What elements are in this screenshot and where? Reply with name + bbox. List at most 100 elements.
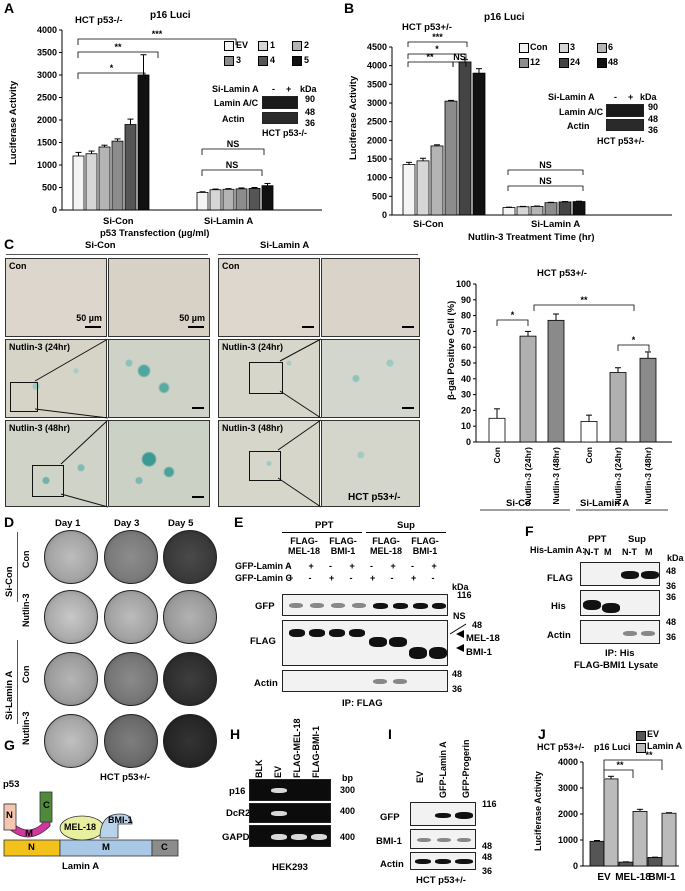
- sign-cell: -: [431, 573, 435, 583]
- micrograph-sicon-24h-zoom: [108, 339, 210, 418]
- dish-day-3: Day 5: [168, 518, 194, 529]
- blot-band: [437, 838, 451, 842]
- chart-a-group-1: Si-Con: [103, 216, 134, 227]
- schematic-lamin-m: M: [102, 842, 110, 853]
- blot-i-marker-48a: 48: [482, 841, 493, 851]
- legend-label: 4: [270, 55, 276, 65]
- x-tick-label: EV: [597, 872, 611, 883]
- bar-Lamin A: [661, 812, 677, 867]
- chart-a-xlabel: p53 Transfection (µg/ml): [100, 228, 210, 239]
- sig-bracket-label: NS: [539, 160, 552, 170]
- dish-silamin-con-day5: [163, 652, 217, 706]
- micrograph-label: Con: [9, 261, 27, 271]
- blot-e-col-2: FLAG-BMI-1: [329, 536, 357, 556]
- sig-bracket: [603, 769, 634, 778]
- legend-label: EV: [647, 729, 660, 739]
- bar-EV: [618, 861, 634, 867]
- y-tick-label: 2000: [367, 135, 387, 145]
- chart-b-xlabel: Nutlin-3 Treatment Time (hr): [468, 232, 595, 243]
- dish-row-1: Con: [21, 550, 31, 569]
- blot-e-marker-116: 116: [457, 590, 472, 600]
- p53-domain-c: [39, 791, 53, 823]
- sign-cell: -: [349, 573, 353, 583]
- panel-label-a: A: [4, 0, 15, 16]
- legend-label: 1: [270, 40, 276, 50]
- blot-i-caption: HCT p53+/-: [416, 875, 466, 886]
- blot-f-label-actin: Actin: [547, 630, 571, 641]
- inset-a-marker-36: 36: [305, 118, 316, 128]
- x-tick-label: Con: [492, 447, 502, 464]
- sig-bracket-label: **: [616, 760, 624, 770]
- chart-a-title: p16 Luci: [150, 10, 191, 21]
- gel-h-marker-400a: 400: [340, 806, 356, 816]
- legend-swatch: [519, 58, 529, 68]
- blot-e-kda: kDa: [452, 582, 469, 592]
- legend-label: 2: [304, 40, 310, 50]
- gel-h-p16: [249, 779, 331, 801]
- gel-h-marker-300: 300: [340, 785, 356, 795]
- blot-e-marker-48b: 48: [452, 669, 463, 679]
- panel-label-f: F: [525, 523, 534, 539]
- dish-day-1: Day 1: [55, 518, 81, 529]
- y-tick-label: 4000: [37, 25, 57, 35]
- dish-silamin-con-day1: [44, 652, 98, 706]
- blot-f-frac-sup: Sup: [628, 534, 646, 545]
- blot-band: [621, 571, 639, 579]
- blot-band: [349, 629, 365, 637]
- blot-f-kda: kDa: [667, 553, 684, 563]
- legend-swatch: [519, 43, 529, 53]
- bar: [519, 335, 537, 443]
- dish-group-silamin: Si-Lamin A: [4, 670, 15, 720]
- blot-f-marker-48b: 48: [666, 617, 677, 627]
- dish-sicon-nut-day3: [104, 590, 158, 644]
- blot-band: [455, 859, 473, 864]
- blot-e-col-1: FLAG-MEL-18: [287, 536, 320, 556]
- scale-bar: [192, 407, 204, 409]
- blot-band: [393, 679, 407, 684]
- blot-f-caption-1: IP: His: [605, 648, 635, 659]
- y-tick-label: 4000: [558, 757, 578, 767]
- micrograph-silamin-24h-zoom: [321, 339, 420, 418]
- micrograph-cell-mark: HCT p53+/-: [348, 492, 401, 503]
- sig-bracket-label: NS: [226, 160, 239, 170]
- micrograph-sicon-48h-zoom: [108, 420, 210, 507]
- chart-j-cell: HCT p53+/-: [537, 742, 585, 752]
- inset-b-band-label-1: Lamin A/C: [559, 107, 604, 117]
- sig-bracket-label: *: [435, 44, 439, 54]
- y-tick-label: 3000: [37, 70, 57, 80]
- sig-bracket-label: *: [110, 63, 114, 73]
- panel-label-d: D: [4, 514, 15, 530]
- legend-label: 24: [570, 57, 581, 67]
- micro-header-silamin: Si-Lamin A: [260, 240, 310, 251]
- y-tick-label: 40: [461, 374, 471, 384]
- bar-3: [516, 206, 530, 216]
- y-tick-label: 0: [466, 437, 471, 447]
- dish-group-rule-2: [17, 640, 18, 724]
- panel-label-j: J: [538, 726, 546, 742]
- dish-sicon-con-day3: [104, 530, 158, 584]
- sign-cell: +: [349, 561, 355, 571]
- blot-f-rowhead: His-Lamin A:: [530, 545, 586, 555]
- blot-e-frac-rule-1: [282, 532, 362, 533]
- sig-bracket-label: *: [511, 310, 515, 320]
- blot-i-actin: [410, 852, 476, 870]
- gel-h-label-p16: p16: [229, 786, 246, 797]
- inset-a-plus: +: [286, 84, 292, 94]
- x-tick-label: Nutlin-3 (48hr): [551, 447, 561, 505]
- micro-header-rule-1: [6, 254, 208, 255]
- blot-e-label-actin: Actin: [254, 678, 278, 689]
- blot-f-flag: [580, 562, 660, 586]
- scale-bar: [192, 496, 204, 498]
- blot-e-frac-sup: Sup: [397, 520, 415, 531]
- blot-band: [641, 571, 659, 579]
- dish-silamin-nut-day5: [163, 714, 217, 768]
- inset-b-plus: +: [628, 92, 634, 102]
- sign-cell: -: [390, 573, 394, 583]
- blot-band: [413, 603, 428, 609]
- blot-band: [417, 838, 431, 842]
- chart-b-group-1: Si-Con: [413, 219, 444, 230]
- y-tick-label: 10: [461, 421, 471, 431]
- y-tick-label: 1000: [558, 835, 578, 845]
- chart-b-cell: HCT p53+/-: [402, 22, 452, 33]
